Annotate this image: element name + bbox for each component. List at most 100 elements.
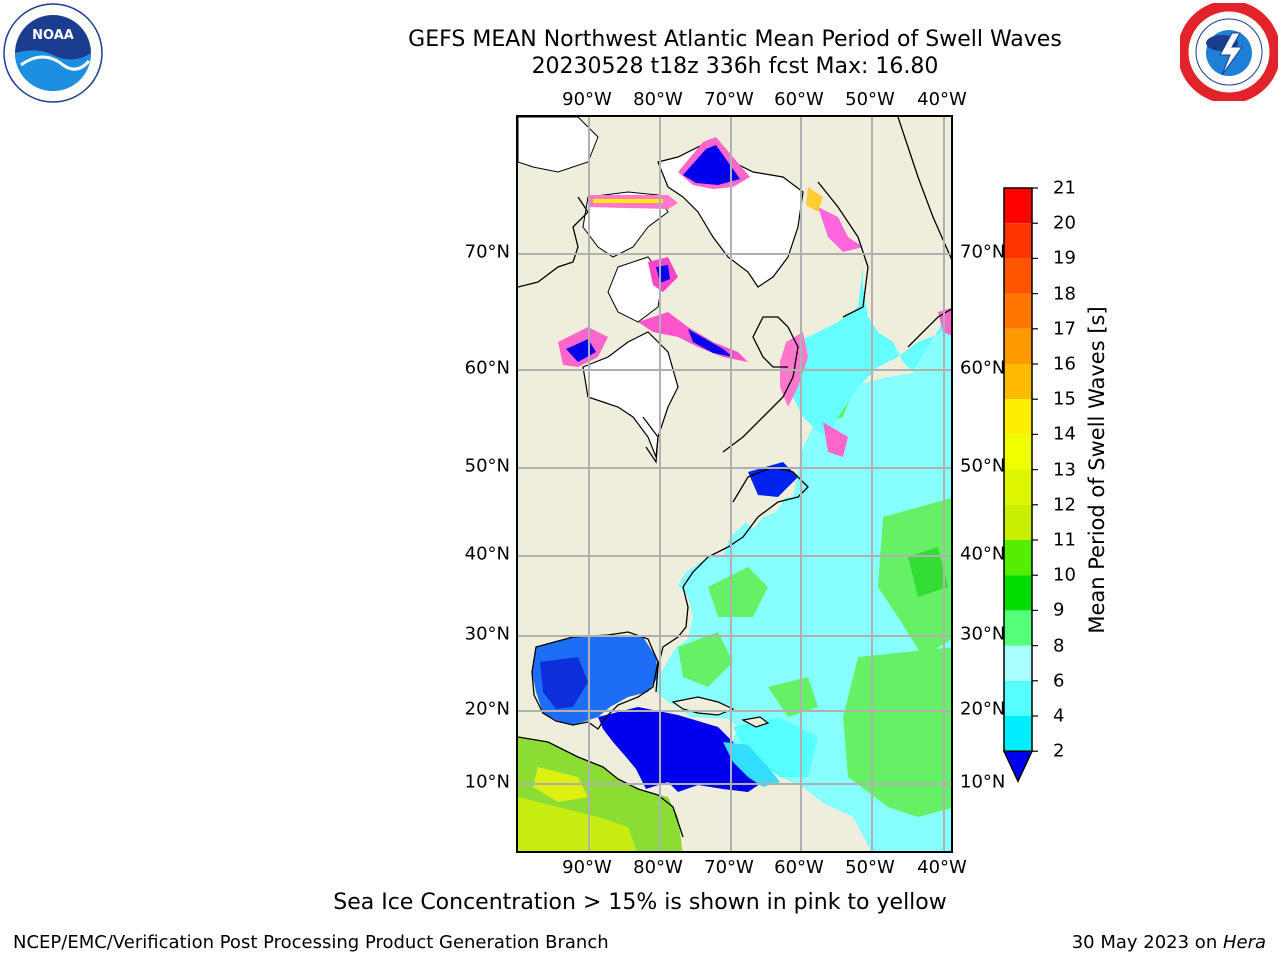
sea-ice-greenland — [818, 207, 863, 252]
colorbar-segment — [1004, 469, 1032, 505]
lon-label-bottom: 90°W — [562, 857, 612, 878]
colorbar-segment — [1004, 575, 1032, 611]
lon-label-top: 40°W — [917, 89, 967, 110]
colorbar-tick-label: 17 — [1053, 318, 1076, 340]
green-patch — [708, 567, 768, 617]
gridlines — [518, 117, 951, 851]
green-patch — [843, 647, 951, 817]
lon-label-top: 70°W — [704, 89, 754, 110]
arctic-north — [518, 117, 599, 173]
lat-label-right: 10°N — [960, 771, 1006, 793]
colorbar-tick-label: 14 — [1053, 423, 1076, 445]
sea-ice-hudson-core — [688, 329, 733, 357]
colorbar-extend-arrow — [1002, 750, 1034, 783]
lat-label-left: 40°N — [464, 543, 510, 565]
lat-label-right: 50°N — [960, 455, 1006, 477]
coastline — [518, 736, 684, 838]
colorbar-title: Mean Period of Swell Waves [s] — [1085, 306, 1109, 634]
lon-label-bottom: 40°W — [917, 857, 967, 878]
colorbar-segment — [1004, 540, 1032, 576]
credit-text: NCEP/EMC/Verification Post Processing Pr… — [13, 932, 609, 953]
colorbar-segment — [1004, 223, 1032, 259]
colorbar-segment — [1004, 645, 1032, 681]
colorbar-segment — [1004, 258, 1032, 294]
lat-label-left: 30°N — [464, 623, 510, 645]
lon-label-top: 50°W — [845, 89, 895, 110]
lat-label-left: 50°N — [464, 455, 510, 477]
lon-label-bottom: 60°W — [774, 857, 824, 878]
nws-logo — [1180, 3, 1278, 101]
caribbean-east — [723, 742, 780, 787]
labrador-sea — [813, 322, 868, 412]
lat-label-right: 30°N — [960, 623, 1006, 645]
map-panel — [516, 115, 953, 853]
foxe-basin — [607, 256, 664, 323]
colorbar-tick-label: 10 — [1053, 564, 1076, 586]
colorbar-tick-label: 6 — [1053, 670, 1065, 692]
colorbar-tick-label: 15 — [1053, 388, 1076, 410]
sea-ice-greenland-yellow — [806, 187, 823, 212]
date-prefix: 30 May 2023 on — [1071, 932, 1223, 953]
svg-text:NOAA: NOAA — [32, 28, 74, 43]
colorbar-segment — [1004, 188, 1032, 224]
colorbar — [1002, 187, 1038, 783]
lat-label-left: 10°N — [464, 771, 510, 793]
colorbar-tick-label: 4 — [1053, 705, 1065, 727]
lon-label-top: 60°W — [774, 89, 824, 110]
colorbar-segment — [1004, 293, 1032, 329]
colorbar-tick-label: 13 — [1053, 459, 1076, 481]
chart-title: GEFS MEAN Northwest Atlantic Mean Period… — [408, 27, 1062, 52]
colorbar-tick-label: 18 — [1053, 283, 1076, 305]
chart-subtitle: 20230528 t18z 336h fcst Max: 16.80 — [531, 54, 939, 79]
colorbar-segment — [1004, 328, 1032, 364]
lat-label-right: 60°N — [960, 357, 1006, 379]
colorbar-segment — [1004, 364, 1032, 400]
date-text: 30 May 2023 on Hera — [1072, 932, 1266, 953]
colorbar-tick-label: 16 — [1053, 353, 1076, 375]
colorbar-segment — [1004, 716, 1032, 752]
colorbar-tick-label: 21 — [1053, 177, 1076, 199]
colorbar-tick-label: 11 — [1053, 529, 1076, 551]
sea-ice-newfoundland — [823, 422, 848, 457]
green-patch — [908, 547, 948, 597]
sea-ice-yellow — [593, 199, 663, 203]
green-patch — [768, 677, 818, 717]
map-canvas — [518, 117, 951, 851]
sea-ice-note: Sea Ice Concentration > 15% is shown in … — [333, 890, 947, 915]
lon-label-top: 90°W — [562, 89, 612, 110]
lon-label-bottom: 50°W — [845, 857, 895, 878]
colorbar-segment — [1004, 399, 1032, 435]
coastline — [817, 181, 869, 318]
coastline — [642, 416, 659, 464]
lat-label-right: 20°N — [960, 698, 1006, 720]
caribbean-sea — [598, 707, 763, 792]
lat-label-left: 20°N — [464, 698, 510, 720]
lat-label-left: 70°N — [464, 241, 510, 263]
colorbar-segment — [1004, 610, 1032, 646]
green-patch — [678, 632, 733, 687]
gulf-dark — [540, 657, 588, 709]
colorbar-segment — [1004, 504, 1032, 540]
colorbar-tick-label: 19 — [1053, 247, 1076, 269]
colorbar-segment — [1004, 680, 1032, 716]
south-america-yellow — [518, 797, 637, 851]
lat-label-left: 60°N — [464, 357, 510, 379]
colorbar-tick-label: 9 — [1053, 599, 1065, 621]
machine-name: Hera — [1222, 932, 1266, 953]
coastline — [907, 308, 951, 348]
colorbar-tick-label: 20 — [1053, 212, 1076, 234]
lon-label-bottom: 70°W — [704, 857, 754, 878]
colorbar-segment — [1004, 434, 1032, 470]
cyan-patch — [733, 717, 818, 777]
colorbar-tick-label: 2 — [1053, 740, 1065, 762]
noaa-logo: NOAA — [3, 3, 103, 103]
colorbar-tick-label: 12 — [1053, 494, 1076, 516]
coastline — [741, 716, 770, 728]
colorbar-tick-label: 8 — [1053, 635, 1065, 657]
coastline — [897, 117, 951, 260]
lon-label-bottom: 80°W — [633, 857, 683, 878]
lat-label-right: 40°N — [960, 543, 1006, 565]
sea-ice-baffin-core — [683, 145, 740, 185]
lat-label-right: 70°N — [960, 241, 1006, 263]
lon-label-top: 80°W — [633, 89, 683, 110]
